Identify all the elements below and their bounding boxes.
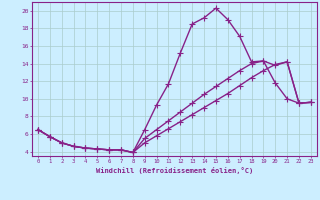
X-axis label: Windchill (Refroidissement éolien,°C): Windchill (Refroidissement éolien,°C) (96, 167, 253, 174)
